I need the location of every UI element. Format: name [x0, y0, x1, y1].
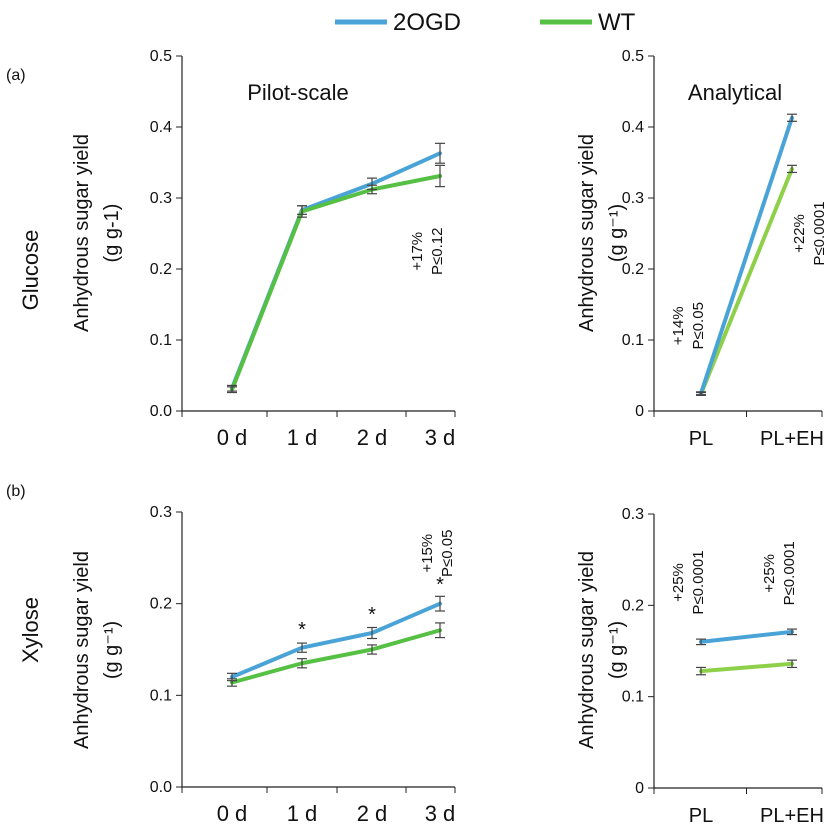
error-bar [435, 622, 445, 639]
x-tick-label: PL+EH [760, 805, 824, 827]
glucose-analytical-chart: 0 0.1 0.2 0.3 0.4 0.5 PL PL+EH Analytical Anhydro… [576, 48, 828, 450]
x-tick-label: PL [689, 805, 713, 827]
y-axis-label-unit: (g g⁻¹) [101, 621, 123, 679]
error-bar [787, 628, 797, 636]
series-line-2ogd [230, 601, 442, 679]
annotation-label: +25% [670, 563, 687, 602]
significance-star: * [368, 604, 376, 626]
y-tick-label: 0.0 [150, 779, 172, 796]
y-axis-label: Anhydrous sugar yield [71, 134, 93, 332]
error-bar [696, 666, 706, 676]
xylose-pilot-chart: 0.0 0.1 0.2 0.3 0 d 1 d 2 d 3 d Anhydrous sugar … [71, 504, 456, 826]
y-tick-label: 0 [635, 403, 644, 420]
error-bar [297, 658, 307, 669]
annotation-label: P≤0.05 [690, 302, 707, 349]
series-line-2ogd [699, 115, 794, 396]
y-axis-label-unit: (g g⁻¹) [606, 621, 628, 679]
panel-label-a: (a) [6, 67, 26, 84]
annotation-label: +25% [761, 554, 778, 593]
error-bar [367, 626, 377, 640]
y-tick-label: 0.3 [622, 506, 644, 523]
panel-label-b: (b) [6, 483, 26, 500]
y-axis-label-unit: (g g⁻¹) [606, 204, 628, 262]
x-tick-label: PL+EH [760, 428, 824, 450]
significance-star: * [436, 574, 444, 596]
error-bar [435, 595, 445, 612]
y-tick-label: 0.1 [150, 332, 172, 349]
row-label-glucose: Glucose [18, 230, 43, 311]
y-tick-label: 0.5 [622, 48, 644, 65]
annotation-label: +15% [419, 534, 436, 573]
annotation-label: P≤0.05 [439, 530, 456, 577]
y-tick-label: 0.1 [150, 687, 172, 704]
x-tick-label: 1 d [287, 801, 318, 826]
series-line-wt [230, 173, 442, 392]
y-tick-label: 0.1 [622, 332, 644, 349]
x-tick-label: 2 d [357, 425, 388, 450]
series-line-2ogd [699, 629, 794, 644]
y-tick-label: 0.2 [150, 596, 172, 613]
annotation-label: +17% [409, 232, 426, 271]
x-tick-label: PL [689, 428, 713, 450]
y-axis-label-unit: (g g-1) [101, 204, 123, 263]
y-tick-label: 0.1 [622, 689, 644, 706]
series-line-wt [699, 661, 794, 674]
y-tick-label: 0.5 [150, 48, 172, 65]
annotation-label: +14% [670, 306, 687, 345]
error-bar [435, 164, 445, 188]
annotation-label: P≤0.0001 [811, 201, 828, 265]
error-bar [297, 205, 307, 218]
y-tick-label: 0.4 [150, 119, 172, 136]
y-tick-label: 0.3 [150, 504, 172, 521]
x-tick-label: 3 d [425, 801, 456, 826]
error-bar [227, 678, 237, 687]
y-tick-label: 0.2 [622, 261, 644, 278]
error-bar [227, 386, 237, 394]
error-bar [696, 638, 706, 646]
error-bar [435, 142, 445, 164]
x-tick-label: 1 d [287, 425, 318, 450]
error-bar [297, 642, 307, 653]
error-bar [367, 644, 377, 655]
legend-label-wt: WT [598, 9, 636, 36]
legend: 2OGD WT [335, 9, 636, 36]
y-tick-label: 0.2 [150, 261, 172, 278]
series-line-wt [699, 166, 794, 396]
xylose-analytical-chart: 0 0.1 0.2 0.3 PL PL+EH Anhydrous sugar yield (g… [576, 506, 824, 827]
chart-title: Analytical [688, 80, 782, 105]
y-tick-label: 0.3 [622, 190, 644, 207]
x-tick-label: 0 d [217, 801, 248, 826]
error-bar [787, 113, 797, 122]
x-tick-label: 0 d [217, 425, 248, 450]
y-axis-label: Anhydrous sugar yield [576, 134, 598, 332]
y-axis-label: Anhydrous sugar yield [576, 551, 598, 749]
annotation-label: P≤0.12 [429, 228, 446, 275]
glucose-pilot-chart: 0.0 0.1 0.2 0.3 0.4 0.5 0 d 1 d 2 d 3 d Pilot-scal… [71, 48, 456, 450]
y-axis-label: Anhydrous sugar yield [71, 551, 93, 749]
chart-title: Pilot-scale [247, 80, 348, 105]
annotation-label: +22% [791, 214, 808, 253]
error-bar [696, 391, 706, 396]
annotation-label: P≤0.0001 [690, 550, 707, 614]
x-tick-label: 3 d [425, 425, 456, 450]
row-label-xylose: Xylose [18, 597, 43, 663]
y-tick-label: 0.4 [622, 119, 644, 136]
x-tick-label: 2 d [357, 801, 388, 826]
y-tick-label: 0.2 [622, 597, 644, 614]
error-bar [787, 659, 797, 669]
y-tick-label: 0.0 [150, 403, 172, 420]
error-bar [367, 184, 377, 195]
annotation-label: P≤0.0001 [781, 541, 798, 605]
significance-star: * [298, 619, 306, 641]
error-bar [787, 164, 797, 174]
series-line-wt [230, 628, 442, 685]
y-tick-label: 0 [635, 780, 644, 797]
legend-label-2ogd: 2OGD [393, 9, 461, 36]
y-tick-label: 0.3 [150, 190, 172, 207]
